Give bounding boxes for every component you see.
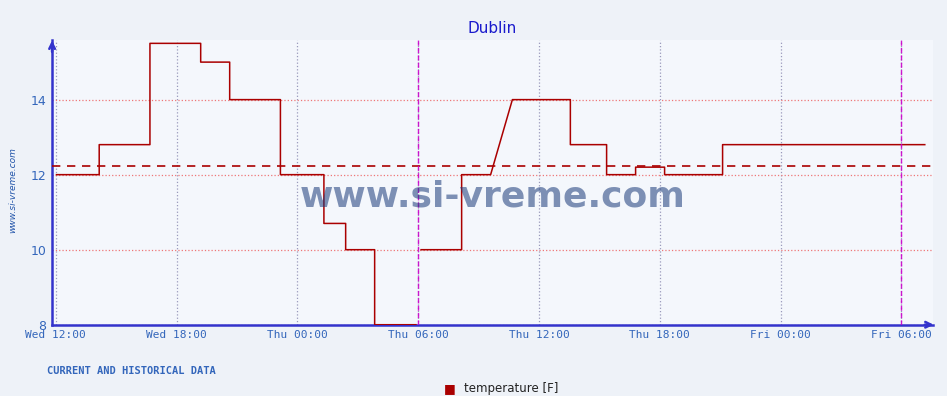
Title: Dublin: Dublin <box>468 21 517 36</box>
Text: www.si-vreme.com: www.si-vreme.com <box>299 179 686 213</box>
Text: CURRENT AND HISTORICAL DATA: CURRENT AND HISTORICAL DATA <box>47 366 216 376</box>
Text: www.si-vreme.com: www.si-vreme.com <box>8 147 17 233</box>
Text: ■: ■ <box>444 382 456 394</box>
Text: temperature [F]: temperature [F] <box>464 382 559 394</box>
